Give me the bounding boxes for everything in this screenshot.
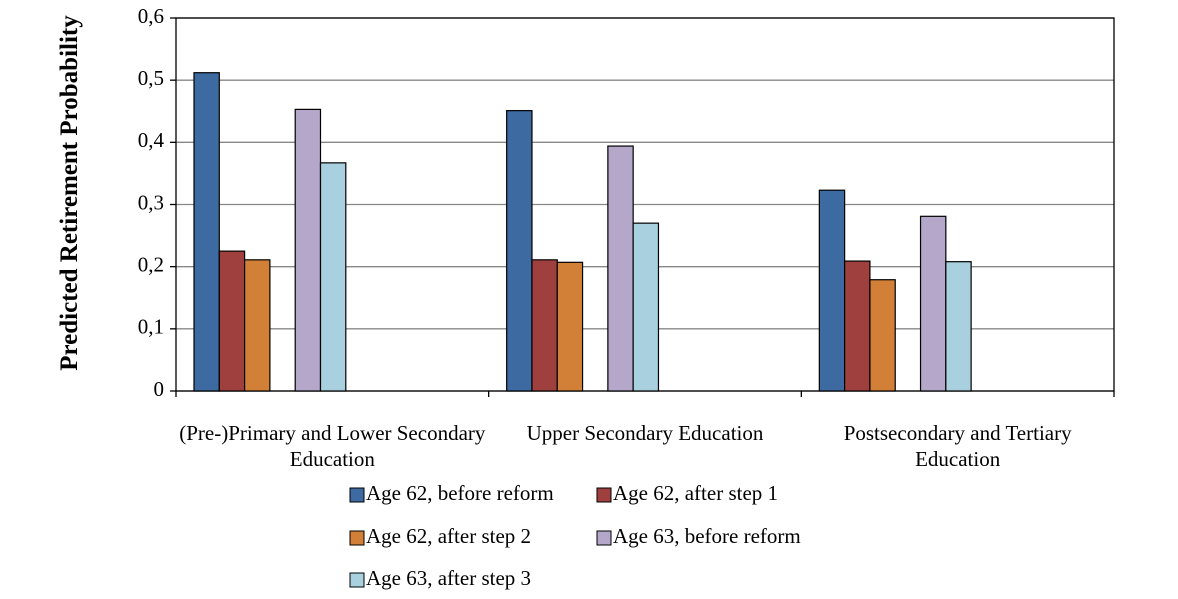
- bar: [244, 259, 271, 392]
- y-tick-label: 0,4: [138, 128, 165, 152]
- y-tick-label: 0,6: [138, 4, 164, 28]
- legend-label: Age 63, before reform: [613, 524, 801, 548]
- legend-swatch: [349, 530, 365, 546]
- legend-label: Age 63, after step 3: [366, 566, 531, 590]
- y-tick-label: 0,5: [138, 66, 164, 90]
- legend-swatch: [349, 572, 365, 588]
- y-tick-label: 0,1: [138, 315, 164, 339]
- bar: [294, 108, 322, 392]
- bar: [193, 72, 220, 392]
- bar: [556, 261, 584, 392]
- legend-swatch: [596, 487, 612, 503]
- bar: [844, 260, 871, 392]
- bar: [945, 261, 972, 392]
- legend-swatch: [596, 530, 612, 546]
- legend-label: Age 62, after step 1: [613, 481, 778, 505]
- bar: [919, 215, 947, 392]
- legend-label: Age 62, before reform: [366, 481, 554, 505]
- x-tick-label: Upper Secondary Education: [526, 421, 764, 445]
- legend-label: Age 62, after step 2: [366, 524, 531, 548]
- y-tick-label: 0,3: [138, 190, 164, 214]
- y-axis-title: Predicted Retirement Probability: [56, 15, 83, 371]
- x-tick-label: Postsecondary and Tertiary Education: [843, 421, 1072, 471]
- bar: [607, 145, 634, 392]
- bar: [506, 110, 533, 392]
- x-tick-label: (Pre-)Primary and Lower Secondary Educat…: [179, 421, 486, 471]
- bar: [531, 259, 558, 392]
- bar: [632, 222, 660, 392]
- bar: [218, 250, 246, 392]
- y-tick-label: 0,2: [138, 252, 164, 276]
- bar: [818, 189, 846, 392]
- bar: [319, 162, 347, 392]
- y-tick-label: 0: [154, 377, 165, 401]
- bar: [869, 279, 896, 392]
- legend-swatch: [349, 487, 365, 503]
